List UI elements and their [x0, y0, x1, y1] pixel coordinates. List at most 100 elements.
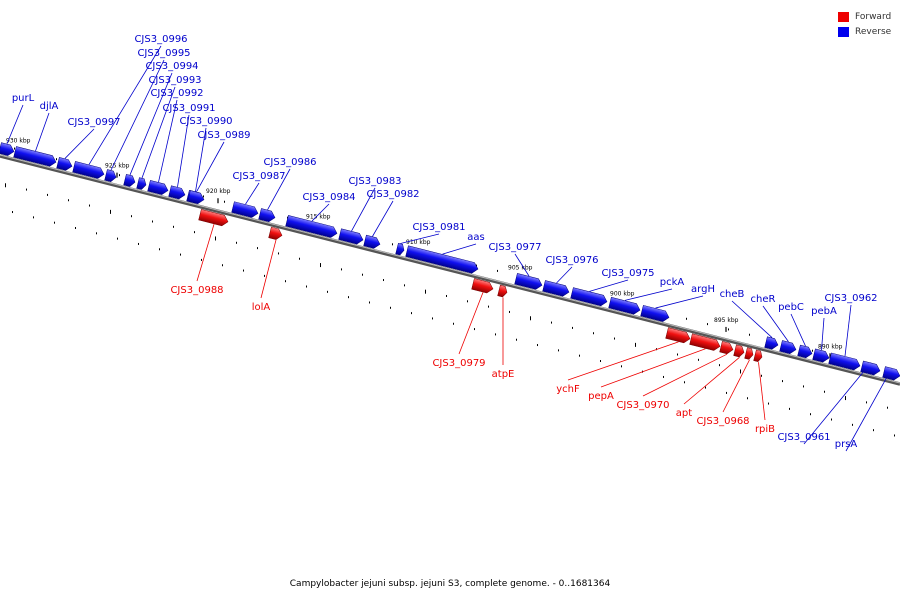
leader-line	[110, 59, 165, 171]
gene-CJS3_0982	[363, 234, 381, 249]
gene-labels: purL djlA CJS3_0997 CJS3_0996 CJS3_0995 CJS3_…	[12, 34, 878, 450]
frame-dot	[47, 193, 48, 196]
tick-label: 930 kbp	[6, 138, 31, 145]
frame-dot	[222, 264, 223, 267]
gene-arrow	[338, 228, 364, 245]
frame-dot	[348, 296, 349, 299]
frame-dot	[866, 401, 867, 404]
frame-dot	[572, 326, 573, 329]
gene-CJS3_0979	[471, 278, 494, 294]
leader-line	[600, 348, 706, 388]
leader-line	[267, 168, 291, 210]
gene-label: CJS3_0987	[232, 171, 285, 182]
gene-label: CJS3_0983	[348, 176, 401, 187]
gene-CJS3_0983	[338, 228, 364, 245]
gene-label: CJS3_0968	[696, 416, 749, 427]
tick-label: 890 kbp	[818, 343, 843, 350]
leader-line	[556, 266, 573, 284]
frame-dot	[110, 209, 111, 214]
map-caption: Campylobacter jejuni subsp. jejuni S3, c…	[289, 579, 611, 589]
gene-arrow	[123, 174, 136, 187]
gene-label: CJS3_0970	[616, 400, 669, 411]
frame-dot	[138, 242, 139, 245]
gene-pebA	[812, 348, 830, 363]
frame-dot	[698, 358, 699, 361]
frame-dot	[852, 423, 853, 426]
gene-purL	[0, 142, 15, 156]
gene-arrow	[497, 284, 508, 298]
frame-dot	[551, 321, 552, 324]
frame-dot	[810, 413, 811, 416]
frame-dot	[12, 211, 13, 214]
gene-arrow	[405, 245, 479, 274]
leader-line	[177, 114, 190, 188]
leader-line	[6, 104, 24, 144]
frame-dot	[537, 344, 538, 347]
gene-CJS3_0981	[395, 242, 405, 256]
frame-dot	[761, 374, 762, 377]
frame-dot	[677, 353, 678, 356]
gene-arrow	[882, 366, 900, 381]
frame-dot	[390, 306, 391, 309]
frame-dot	[768, 402, 769, 405]
gene-label: rpiB	[755, 424, 775, 435]
frame-dot	[425, 289, 426, 294]
gene-label: CJS3_0977	[488, 242, 541, 253]
leader-line	[655, 295, 704, 309]
gene-CJS3_0986	[258, 208, 276, 223]
leader-line	[683, 357, 740, 405]
reverse-swatch	[838, 26, 849, 37]
gene-label: CJS3_0992	[150, 88, 203, 99]
gene-label: CJS3_0975	[601, 268, 654, 279]
gene-rpiB	[753, 349, 763, 362]
frame-dot	[497, 269, 498, 272]
frame-dot	[600, 360, 601, 362]
gene-arrow	[136, 177, 147, 190]
gene-label: CJS3_0986	[263, 157, 316, 168]
gene-atpE	[497, 284, 508, 298]
gene-label: CJS3_0993	[148, 75, 201, 86]
gene-arrow	[231, 201, 259, 218]
gene-CJS3_0994	[123, 174, 136, 187]
frame-dot	[56, 158, 57, 161]
gene-CJS3_0993	[136, 177, 147, 190]
leader-line	[790, 313, 806, 347]
gene-arrow	[860, 360, 881, 376]
gene-arrow	[744, 347, 754, 360]
legend-item-reverse: Reverse	[838, 24, 891, 39]
legend-label-reverse: Reverse	[855, 26, 892, 37]
frame-dot	[740, 369, 741, 374]
frame-dot	[663, 375, 664, 378]
frame-dot	[474, 328, 475, 331]
gene-label: CJS3_0996	[134, 34, 187, 45]
frame-dot	[894, 434, 895, 437]
frame-dot	[287, 216, 288, 219]
frame-dot	[152, 220, 153, 223]
leader-line	[762, 305, 789, 342]
frame-dot	[369, 301, 370, 304]
frame-dot	[516, 338, 517, 341]
gene-cheB	[764, 336, 779, 350]
frame-dot	[579, 354, 580, 357]
gene-arrow	[13, 146, 57, 167]
gene-label: argH	[691, 284, 715, 295]
gene-label: atpE	[492, 369, 515, 380]
gene-label: CJS3_0991	[162, 103, 215, 114]
gene-arrow	[608, 296, 641, 315]
gene-label: aas	[467, 232, 484, 243]
tick-label: 915 kbp	[306, 214, 331, 221]
gene-label: pepA	[588, 391, 614, 402]
leader-line	[722, 359, 750, 413]
gene-arrow	[570, 287, 608, 307]
gene-CJS3_0961	[860, 360, 881, 376]
frame-dot	[224, 200, 225, 203]
legend-label-forward: Forward	[855, 11, 892, 22]
gene-CJS3_0991	[168, 185, 186, 200]
frame-dot	[14, 147, 15, 150]
frame-dot	[488, 305, 489, 308]
gene-arrow	[268, 226, 283, 240]
leader-line	[567, 341, 679, 381]
frame-dot	[824, 390, 825, 393]
frame-dot	[383, 279, 384, 282]
